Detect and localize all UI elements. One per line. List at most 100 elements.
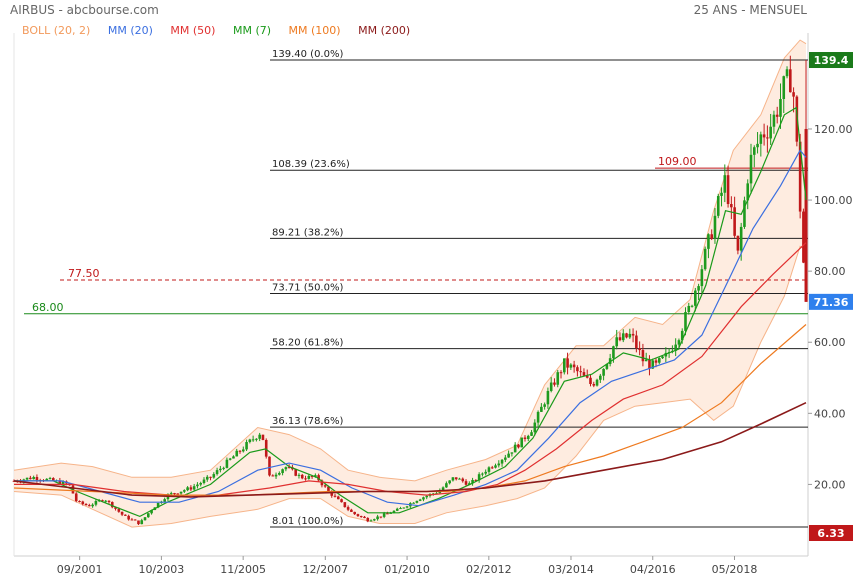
candle-body xyxy=(163,499,166,502)
candle-body xyxy=(553,382,556,385)
candle-body xyxy=(320,480,324,486)
candle-body xyxy=(310,475,314,477)
candle-body xyxy=(107,500,111,503)
candle-body xyxy=(294,469,297,476)
candle-body xyxy=(625,333,628,338)
candle-body xyxy=(752,147,756,155)
candle-body xyxy=(300,474,304,479)
candle-body xyxy=(81,501,85,504)
candle-body xyxy=(104,500,108,502)
x-tick-label-4: 01/2010 xyxy=(384,563,430,576)
candle-body xyxy=(756,143,759,148)
candle-body xyxy=(726,175,730,205)
candle-body xyxy=(723,175,727,193)
candle-body xyxy=(474,479,478,481)
legend-mm200[interactable]: MM (200) xyxy=(358,24,411,37)
candle-body xyxy=(576,367,579,372)
candle-body xyxy=(222,467,225,469)
bollinger-band xyxy=(14,40,806,528)
candle-body xyxy=(510,452,514,454)
series-7-line xyxy=(14,106,807,518)
candle-body xyxy=(120,511,124,515)
candle-body xyxy=(307,475,311,479)
legend-boll[interactable]: BOLL (20, 2) xyxy=(22,24,91,37)
candle-body xyxy=(389,512,392,514)
candle-body xyxy=(146,513,150,518)
candle-body xyxy=(74,493,78,501)
candle-body xyxy=(212,474,216,478)
candle-body xyxy=(281,469,284,474)
candle-body xyxy=(192,486,196,490)
candle-body xyxy=(150,510,153,514)
candle-body xyxy=(585,375,589,378)
candle-body xyxy=(543,404,546,407)
candle-body xyxy=(661,356,664,359)
candle-body xyxy=(418,499,422,501)
price-badge-1 xyxy=(809,293,853,310)
candle-body xyxy=(484,471,487,474)
x-tick-label-7: 04/2016 xyxy=(630,563,676,576)
candle-body xyxy=(415,500,419,503)
candle-body xyxy=(736,235,740,251)
candle-body xyxy=(710,234,713,239)
candle-body xyxy=(215,470,219,475)
y-tick-label-2: 60.00 xyxy=(814,336,846,349)
candle-body xyxy=(52,478,55,481)
fib-label-4: 58.20 (61.8%) xyxy=(272,338,343,349)
candle-body xyxy=(110,502,114,508)
legend-mm20[interactable]: MM (20) xyxy=(107,24,153,37)
candle-body xyxy=(549,382,553,391)
legend-mm50[interactable]: MM (50) xyxy=(170,24,216,37)
candle-body xyxy=(687,305,691,313)
candle-body xyxy=(196,484,199,487)
candle-body xyxy=(346,507,350,510)
legend-mm7[interactable]: MM (7) xyxy=(232,24,272,37)
candle-body xyxy=(251,439,255,441)
candle-body xyxy=(674,344,677,351)
candle-body xyxy=(445,483,448,488)
candle-body xyxy=(353,511,356,515)
candle-body xyxy=(241,449,245,452)
candle-body xyxy=(363,516,366,519)
candle-body xyxy=(766,137,769,139)
candle-body xyxy=(356,514,360,517)
candle-body xyxy=(78,500,81,502)
candle-body xyxy=(779,98,782,117)
candle-body xyxy=(382,513,386,517)
candle-body xyxy=(189,487,193,490)
candle-body xyxy=(759,134,763,144)
candle-body xyxy=(536,411,540,423)
legend-mm100[interactable]: MM (100) xyxy=(288,24,341,37)
candle-body xyxy=(500,459,504,464)
candle-body xyxy=(520,437,524,448)
candle-body xyxy=(730,204,733,208)
chart-period: 25 ANS - MENSUEL xyxy=(693,3,807,17)
candle-body xyxy=(278,473,281,475)
candle-body xyxy=(412,502,415,504)
candle-body xyxy=(32,477,35,480)
candle-body xyxy=(595,379,599,386)
candle-body xyxy=(379,516,383,518)
candle-body xyxy=(680,330,684,341)
candle-body xyxy=(644,359,648,362)
price-badge-label-1: 71.36 xyxy=(814,296,849,309)
price-badge-2 xyxy=(809,525,853,541)
candle-body xyxy=(140,520,144,525)
candle-body xyxy=(592,384,596,386)
candle-body xyxy=(631,333,635,336)
candle-body xyxy=(317,475,320,481)
bollinger-upper xyxy=(13,39,807,482)
candle-body xyxy=(340,499,343,503)
candle-body xyxy=(183,490,186,492)
candle-body xyxy=(373,519,376,521)
candle-body xyxy=(749,154,753,184)
candle-body xyxy=(523,437,527,439)
candle-body xyxy=(772,114,776,127)
candle-body xyxy=(785,69,789,77)
candle-body xyxy=(562,358,566,373)
candle-body xyxy=(707,234,710,249)
candle-body xyxy=(802,211,805,263)
candle-body xyxy=(336,496,340,500)
candle-body xyxy=(219,468,222,471)
